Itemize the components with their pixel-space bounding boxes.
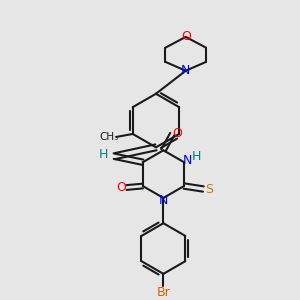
Text: H: H: [99, 148, 109, 161]
Text: O: O: [116, 181, 126, 194]
Text: N: N: [159, 194, 168, 207]
Text: S: S: [205, 182, 213, 196]
Text: H: H: [192, 150, 201, 163]
Text: O: O: [173, 128, 183, 140]
Text: Br: Br: [157, 286, 170, 299]
Text: N: N: [181, 64, 190, 77]
Text: CH₃: CH₃: [99, 132, 119, 142]
Text: O: O: [181, 30, 191, 44]
Text: N: N: [183, 154, 192, 167]
